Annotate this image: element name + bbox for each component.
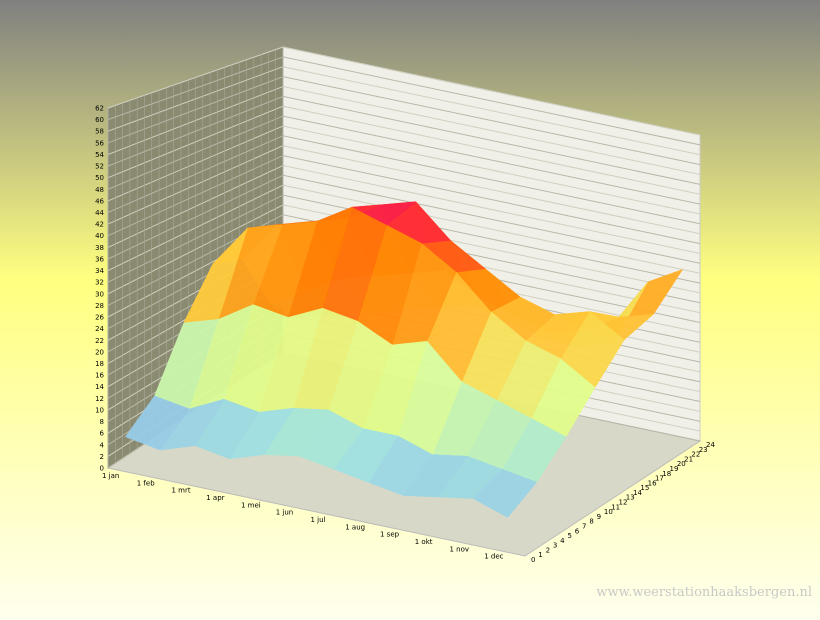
z-tick-label: 19 [670,465,679,473]
y-tick-label: 30 [95,290,104,298]
z-tick-label: 8 [589,518,593,526]
y-tick-label: 32 [95,279,104,287]
y-tick-label: 58 [95,128,104,136]
y-tick-label: 54 [95,151,104,159]
z-tick-label: 16 [648,479,657,487]
y-tick-label: 56 [95,139,104,147]
z-tick-label: 14 [633,489,642,497]
y-tick-label: 52 [95,163,104,171]
y-tick-label: 20 [95,348,104,356]
y-tick-label: 6 [100,430,105,438]
y-tick-label: 42 [95,221,104,229]
x-tick-label: 1 okt [415,538,433,546]
y-tick-label: 34 [95,267,104,275]
z-tick-label: 13 [626,494,635,502]
axis-labels: 0246810121416182022242628303234363840424… [95,105,715,565]
surface-cell [125,395,190,451]
y-tick-label: 14 [95,383,104,391]
y-tick-label: 10 [95,406,104,414]
x-tick-label: 1 nov [450,545,470,553]
x-tick-label: 1 jul [311,516,326,524]
z-tick-label: 5 [567,532,571,540]
y-tick-label: 4 [100,441,105,449]
y-tick-label: 48 [95,186,104,194]
y-tick-label: 60 [95,116,104,124]
y-tick-label: 24 [95,325,104,333]
y-tick-label: 18 [95,360,104,368]
x-tick-label: 1 mei [241,501,261,509]
z-tick-label: 3 [553,542,557,550]
y-tick-label: 2 [100,453,104,461]
y-tick-label: 50 [95,174,104,182]
x-tick-label: 1 jun [276,509,294,517]
z-tick-label: 21 [684,455,693,463]
y-tick-label: 36 [95,255,104,263]
z-tick-label: 2 [546,546,550,554]
z-tick-label: 4 [560,537,565,545]
x-tick-label: 1 aug [345,523,365,531]
y-tick-label: 0 [100,465,104,473]
y-tick-label: 12 [95,395,104,403]
z-tick-label: 24 [706,441,715,449]
z-tick-label: 15 [640,484,649,492]
z-tick-label: 11 [611,503,620,511]
z-tick-label: 10 [604,508,613,516]
z-tick-label: 1 [538,551,542,559]
y-tick-label: 44 [95,209,104,217]
z-tick-label: 23 [699,446,708,454]
surface [125,201,684,518]
y-tick-label: 22 [95,337,104,345]
y-tick-label: 40 [95,232,104,240]
z-tick-label: 12 [619,499,628,507]
x-tick-label: 1 jan [102,472,119,480]
z-tick-label: 18 [662,470,671,478]
y-tick-label: 46 [95,197,104,205]
z-tick-label: 6 [575,527,580,535]
z-tick-label: 7 [582,522,586,530]
watermark: www.weerstationhaaksbergen.nl [596,585,812,600]
x-tick-label: 1 feb [137,479,155,487]
y-tick-label: 38 [95,244,104,252]
y-tick-label: 26 [95,314,104,322]
y-tick-label: 16 [95,372,104,380]
x-tick-label: 1 dec [484,553,503,561]
y-tick-label: 8 [100,418,104,426]
x-tick-label: 1 sep [380,531,400,539]
x-tick-label: 1 apr [206,494,224,502]
y-tick-label: 62 [95,105,104,113]
x-tick-label: 1 mrt [172,487,191,495]
z-tick-label: 0 [531,556,535,564]
z-tick-label: 20 [677,460,686,468]
z-tick-label: 9 [597,513,601,521]
y-tick-label: 28 [95,302,104,310]
z-tick-label: 17 [655,475,664,483]
z-tick-label: 22 [691,451,700,459]
